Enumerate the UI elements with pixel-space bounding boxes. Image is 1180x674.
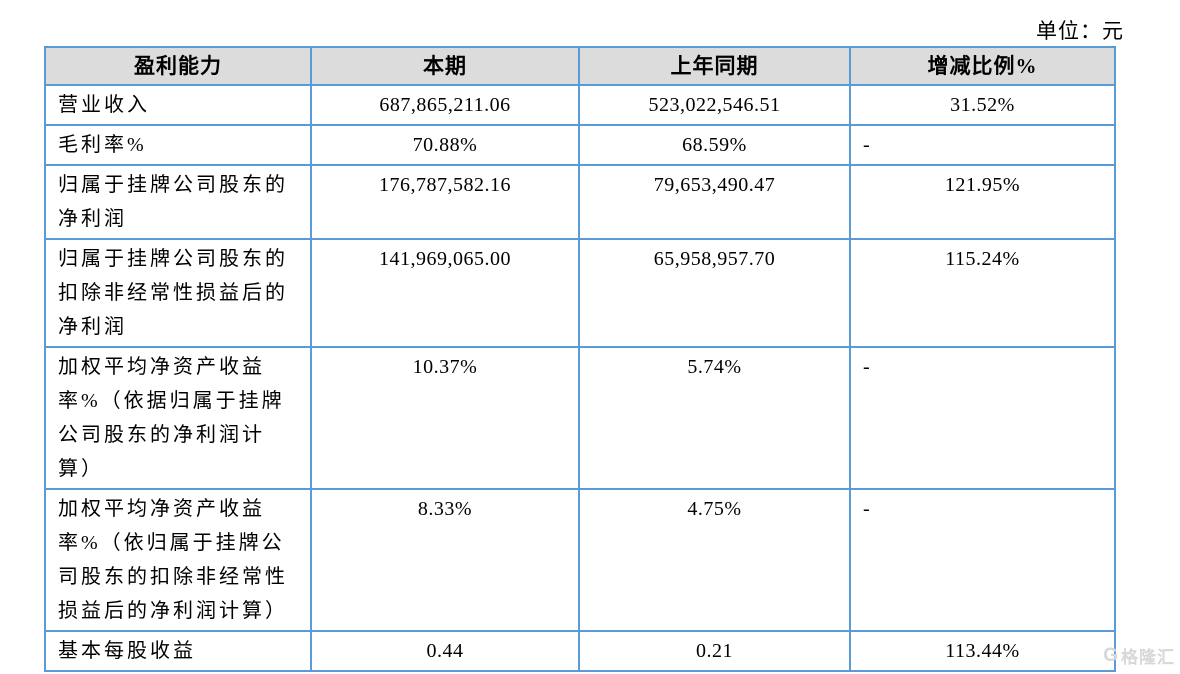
- row-change-value: -: [849, 488, 1116, 632]
- row-current-value: 0.44: [310, 630, 580, 672]
- row-change-value: -: [849, 346, 1116, 490]
- table-row: 加权平均净资产收益 率%（依归属于挂牌公 司股东的扣除非经常性 损益后的净利润计…: [44, 488, 1116, 632]
- row-prior-value: 65,958,957.70: [578, 238, 851, 348]
- row-prior-value: 68.59%: [578, 124, 851, 166]
- table-row: 归属于挂牌公司股东的 净利润 176,787,582.16 79,653,490…: [44, 164, 1116, 240]
- row-change-value: 31.52%: [849, 84, 1116, 126]
- header-current-period: 本期: [310, 46, 580, 86]
- gelonghui-watermark: G 格隆汇: [1103, 643, 1175, 668]
- row-change-value: 121.95%: [849, 164, 1116, 240]
- row-label: 加权平均净资产收益 率%（依据归属于挂牌 公司股东的净利润计 算）: [44, 346, 312, 490]
- row-change-value: -: [849, 124, 1116, 166]
- row-label: 毛利率%: [44, 124, 312, 166]
- unit-label: 单位：元: [1036, 19, 1124, 43]
- header-change-ratio: 增减比例%: [849, 46, 1116, 86]
- profitability-table: 盈利能力 本期 上年同期 增减比例% 营业收入 687,865,211.06 5…: [44, 46, 1116, 672]
- table-row: 毛利率% 70.88% 68.59% -: [44, 124, 1116, 166]
- table-row: 营业收入 687,865,211.06 523,022,546.51 31.52…: [44, 84, 1116, 126]
- row-label: 归属于挂牌公司股东的 扣除非经常性损益后的 净利润: [44, 238, 312, 348]
- header-prior-period: 上年同期: [578, 46, 851, 86]
- row-label: 营业收入: [44, 84, 312, 126]
- table-row: 基本每股收益 0.44 0.21 113.44%: [44, 630, 1116, 672]
- header-profitability: 盈利能力: [44, 46, 312, 86]
- row-label: 归属于挂牌公司股东的 净利润: [44, 164, 312, 240]
- row-label: 基本每股收益: [44, 630, 312, 672]
- row-current-value: 141,969,065.00: [310, 238, 580, 348]
- row-current-value: 687,865,211.06: [310, 84, 580, 126]
- row-current-value: 10.37%: [310, 346, 580, 490]
- row-prior-value: 5.74%: [578, 346, 851, 490]
- gelonghui-logo-icon: G: [1103, 645, 1118, 666]
- watermark-label: 格隆汇: [1121, 648, 1175, 667]
- table-header-row: 盈利能力 本期 上年同期 增减比例%: [44, 46, 1116, 86]
- row-change-value: 113.44%: [849, 630, 1116, 672]
- row-prior-value: 523,022,546.51: [578, 84, 851, 126]
- row-current-value: 70.88%: [310, 124, 580, 166]
- table-row: 加权平均净资产收益 率%（依据归属于挂牌 公司股东的净利润计 算） 10.37%…: [44, 346, 1116, 490]
- row-change-value: 115.24%: [849, 238, 1116, 348]
- table-row: 归属于挂牌公司股东的 扣除非经常性损益后的 净利润 141,969,065.00…: [44, 238, 1116, 348]
- row-prior-value: 4.75%: [578, 488, 851, 632]
- row-prior-value: 0.21: [578, 630, 851, 672]
- row-current-value: 176,787,582.16: [310, 164, 580, 240]
- row-prior-value: 79,653,490.47: [578, 164, 851, 240]
- row-label: 加权平均净资产收益 率%（依归属于挂牌公 司股东的扣除非经常性 损益后的净利润计…: [44, 488, 312, 632]
- row-current-value: 8.33%: [310, 488, 580, 632]
